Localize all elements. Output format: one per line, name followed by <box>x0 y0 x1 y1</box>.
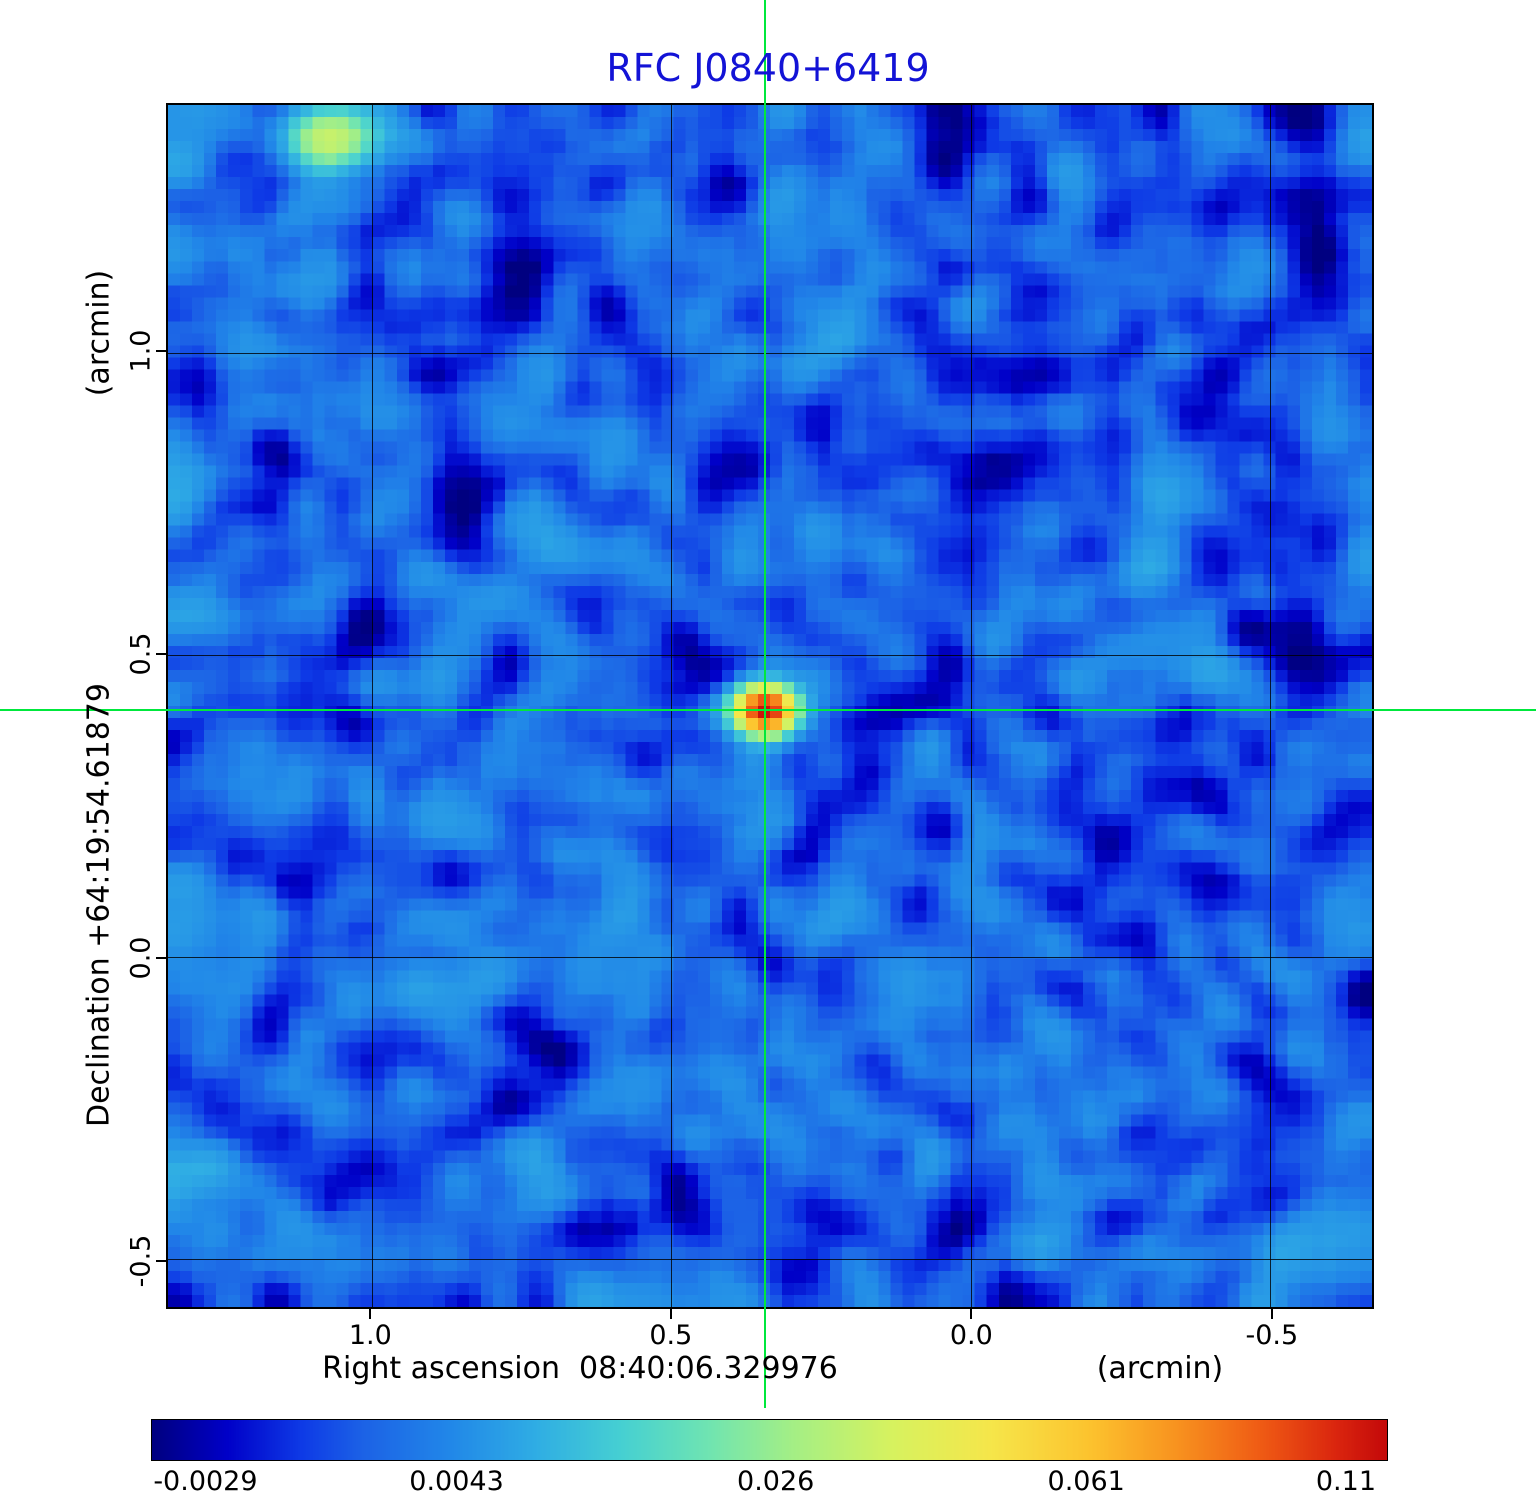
x-tick-label: -0.5 <box>1245 1320 1299 1351</box>
grid-line-horizontal <box>168 654 1372 656</box>
y-tick-label: 0.0 <box>125 936 157 979</box>
grid-line-vertical <box>671 105 673 1307</box>
crosshair-horizontal-line <box>0 708 1536 711</box>
heatmap-canvas <box>168 105 1372 1307</box>
x-tick-mark <box>970 1309 973 1319</box>
figure-title: RFC J0840+6419 <box>606 46 930 90</box>
y-tick-label: 1.0 <box>125 329 157 373</box>
plot-area <box>166 103 1374 1309</box>
x-tick-mark <box>369 1309 372 1319</box>
grid-line-vertical <box>1270 105 1272 1307</box>
grid-line-horizontal <box>168 352 1372 354</box>
x-tick-mark <box>1270 1309 1273 1319</box>
x-axis-label: Right ascension 08:40:06.329976 <box>322 1351 838 1386</box>
grid-line-vertical <box>371 105 373 1307</box>
colorbar-gradient <box>152 1420 1387 1460</box>
colorbar-tick-label: 0.0043 <box>409 1466 504 1497</box>
y-axis-label: Declination +64:19:54.61879 <box>81 683 117 1127</box>
y-tick-mark <box>156 350 166 353</box>
x-tick-label: 0.5 <box>649 1320 693 1351</box>
x-axis-unit-label: (arcmin) <box>1096 1351 1224 1386</box>
x-tick-label: 1.0 <box>348 1320 392 1351</box>
x-tick-mark <box>669 1309 672 1319</box>
colorbar-tick-label: -0.0029 <box>153 1466 258 1497</box>
grid-line-vertical <box>970 105 972 1307</box>
x-tick-label: 0.0 <box>949 1320 993 1351</box>
crosshair-vertical-line <box>764 0 767 1408</box>
colorbar-tick-label: 0.061 <box>1047 1466 1125 1497</box>
colorbar <box>151 1419 1388 1461</box>
y-tick-mark <box>156 956 166 959</box>
y-tick-mark <box>156 1259 166 1262</box>
y-tick-label: 0.5 <box>125 633 157 676</box>
grid-line-horizontal <box>168 956 1372 958</box>
colorbar-tick-label: 0.026 <box>737 1466 815 1497</box>
y-tick-label: -0.5 <box>125 1234 157 1287</box>
y-tick-mark <box>156 653 166 656</box>
grid-line-horizontal <box>168 1258 1372 1260</box>
colorbar-tick-label: 0.11 <box>1315 1466 1376 1497</box>
y-axis-unit-label: (arcmin) <box>81 269 117 397</box>
